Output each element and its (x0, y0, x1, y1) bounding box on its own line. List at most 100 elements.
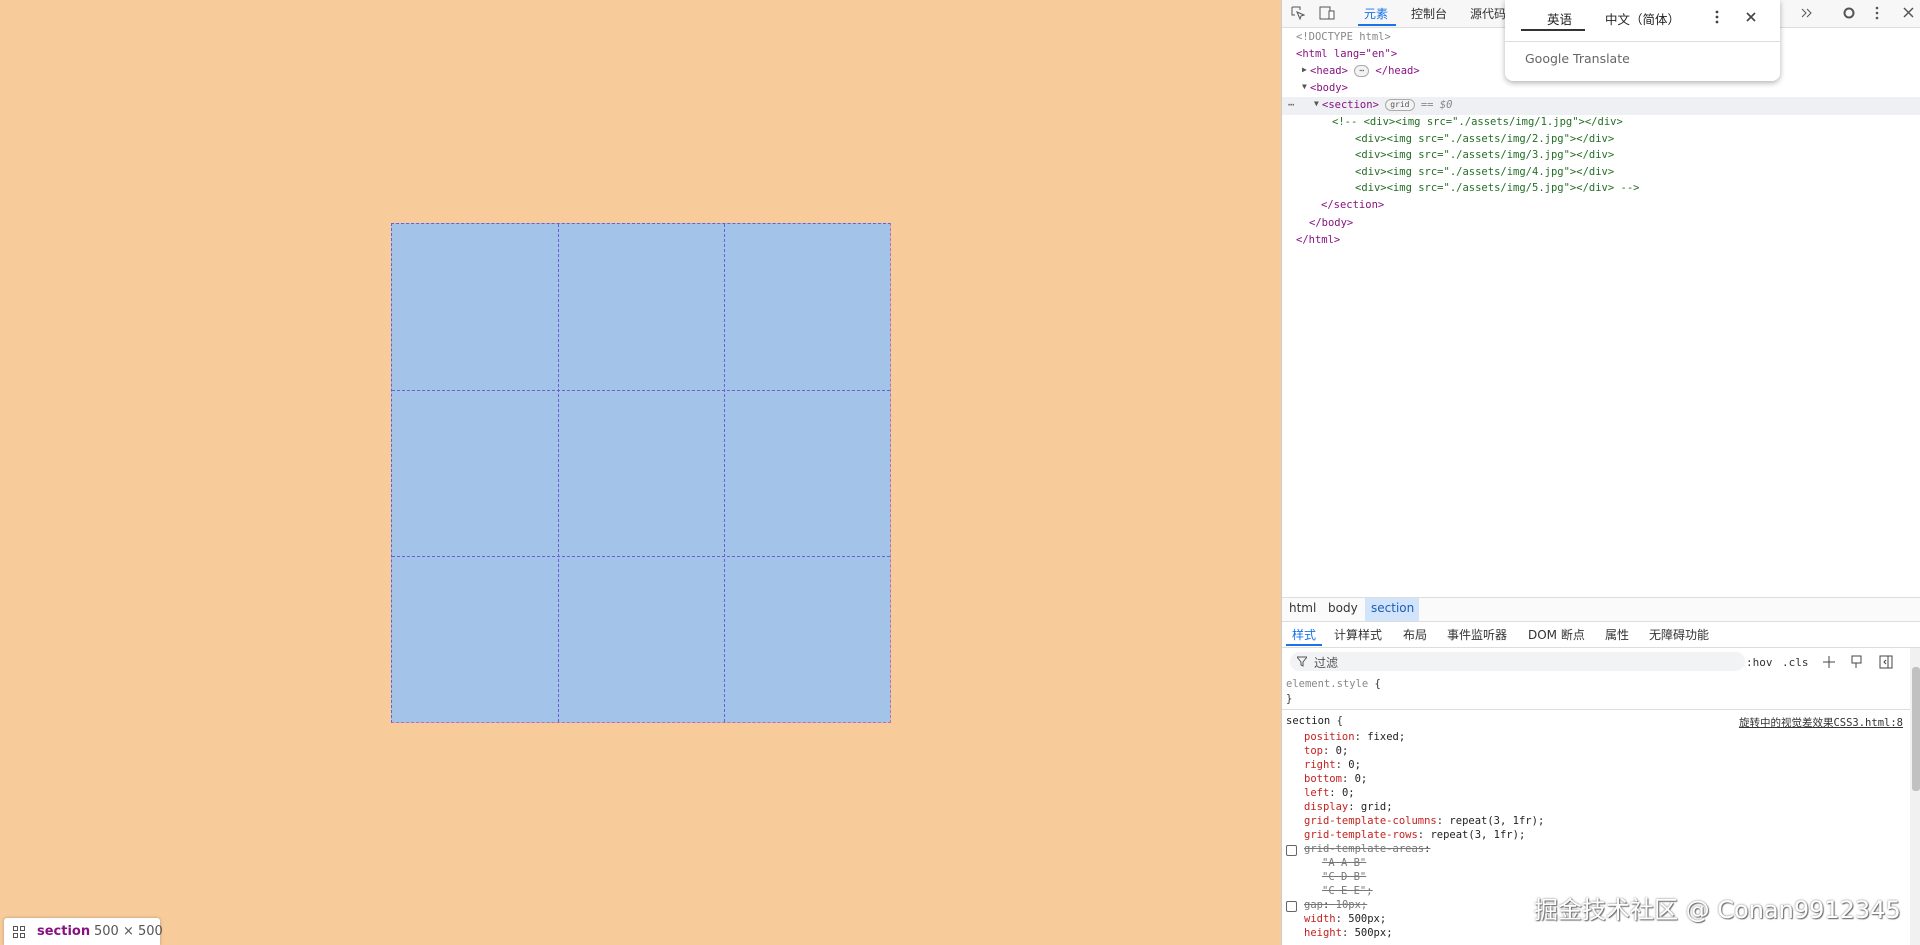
grid-line (392, 556, 890, 557)
declaration: grid-template-columns repeat(3, 1fr) (1304, 815, 1544, 827)
dom-badge[interactable]: ⋯ (1354, 65, 1370, 77)
declaration: width 500px (1304, 913, 1386, 925)
grid-line (392, 390, 890, 391)
more-button[interactable]: ⋯ (1288, 99, 1295, 111)
property-value: repeat(3, 1fr) (1430, 829, 1525, 841)
tab[interactable]: 控制台 (1411, 7, 1448, 21)
checkbox[interactable] (1286, 901, 1297, 912)
inspect-icon[interactable] (1291, 6, 1305, 20)
declaration: height 500px (1304, 927, 1393, 939)
expand-arrow[interactable]: ▼ (1302, 82, 1307, 91)
style-tab[interactable]: 布局 (1403, 628, 1428, 642)
property-name: width (1304, 913, 1342, 925)
declaration: right 0 (1304, 759, 1361, 771)
tab[interactable]: 源代码 (1470, 7, 1507, 21)
property-name: bottom (1304, 773, 1348, 785)
dom-line[interactable]: <body> (1310, 82, 1348, 94)
breadcrumb[interactable]: section (1371, 601, 1415, 615)
dom-line[interactable]: <section> grid == $0 (1322, 99, 1452, 111)
device-icon[interactable] (1319, 6, 1335, 20)
breadcrumb[interactable]: body (1328, 601, 1358, 615)
breadcrumb[interactable]: html (1289, 601, 1317, 615)
tooltip-size: 500 × 500 (94, 924, 163, 939)
property-name: grid-template-columns (1304, 815, 1443, 827)
property-value: 500px (1355, 927, 1393, 939)
scrollbar-thumb[interactable] (1912, 667, 1920, 791)
tab-indicator (1286, 644, 1322, 646)
tab-indicator (1521, 29, 1585, 31)
dom-line[interactable]: </body> (1309, 217, 1354, 229)
property-value: 0 (1336, 745, 1349, 757)
dom-line[interactable]: <div><img src="./assets/img/5.jpg"></div… (1355, 182, 1640, 194)
filter-box[interactable] (1290, 652, 1745, 671)
expand-arrow[interactable]: ▶ (1302, 65, 1307, 74)
dom-line[interactable]: <div><img src="./assets/img/2.jpg"></div… (1355, 133, 1615, 145)
dom-badge[interactable]: grid (1385, 99, 1415, 111)
style-tab[interactable]: 事件监听器 (1447, 628, 1508, 642)
property-value: 10px (1336, 899, 1368, 911)
checkbox[interactable] (1286, 845, 1297, 856)
watermark: 掘金技术社区 @ Conan9912345 (1534, 896, 1901, 924)
dom-line[interactable]: <div><img src="./assets/img/4.jpg"></div… (1355, 166, 1615, 178)
property-name: gap (1304, 899, 1329, 911)
language-tab[interactable]: 中文（简体） (1605, 12, 1681, 27)
dom-line[interactable]: </section> (1321, 199, 1385, 211)
style-tab[interactable]: 属性 (1605, 628, 1630, 642)
dom-line[interactable]: <!-- <div><img src="./assets/img/1.jpg">… (1332, 116, 1623, 128)
translate-popup: 英语 中文（简体） Google Translate (1505, 0, 1780, 81)
hov-button[interactable]: :hov (1746, 656, 1773, 669)
dom-line[interactable]: <html lang="en"> (1296, 48, 1398, 60)
separator (1505, 41, 1780, 42)
property-name: grid-template-areas (1304, 843, 1430, 855)
dom-line[interactable]: </html> (1296, 234, 1341, 246)
style-tabbar (1282, 621, 1920, 648)
declaration: top 0 (1304, 745, 1348, 757)
dom-line[interactable]: <!DOCTYPE html> (1296, 31, 1391, 43)
source-link[interactable]: 旋转中的视觉差效果CSS3.html:8 (1738, 717, 1903, 729)
dom-ref: == $0 (1420, 99, 1453, 111)
property-value: "C D B" (1322, 871, 1367, 883)
declaration-value-line: "C D B" (1322, 871, 1366, 883)
property-name: top (1304, 745, 1329, 757)
grid-line (724, 224, 725, 722)
property-name: left (1304, 787, 1336, 799)
tab[interactable]: 元素 (1364, 7, 1389, 21)
declaration-value-line: "C E E" (1322, 885, 1373, 897)
expand-arrow[interactable]: ▼ (1314, 99, 1319, 108)
dom-tag: </head> (1375, 65, 1420, 77)
declaration: grid-template-areas (1304, 843, 1430, 855)
property-value: repeat(3, 1fr) (1449, 815, 1544, 827)
declaration: gap 10px (1304, 899, 1367, 911)
property-value: "C E E" (1322, 885, 1373, 897)
toolbar-icons[interactable] (1800, 6, 1920, 20)
language-tab[interactable]: 英语 (1547, 12, 1573, 27)
property-value: 500px (1348, 913, 1386, 925)
filter-placeholder[interactable]: 过滤 (1314, 656, 1339, 670)
grid-icon (13, 926, 25, 938)
selected-row (1282, 97, 1920, 115)
cls-button[interactable]: .cls (1782, 656, 1809, 669)
popup-icons[interactable] (1713, 9, 1773, 25)
dom-line[interactable]: <div><img src="./assets/img/3.jpg"></div… (1355, 149, 1615, 161)
style-tab[interactable]: DOM 断点 (1528, 628, 1585, 642)
property-value: 0 (1342, 787, 1355, 799)
style-icons[interactable] (1823, 654, 1913, 670)
style-tab[interactable]: 样式 (1292, 628, 1317, 642)
property-name: height (1304, 927, 1348, 939)
brace: } (1286, 693, 1293, 705)
style-tab[interactable]: 无障碍功能 (1649, 628, 1710, 642)
devtools: 元素 控制台 源代码 <!DOCTYPE html> <html lang="e… (1281, 0, 1920, 945)
dom-line[interactable]: <head> ⋯ </head> (1310, 65, 1420, 77)
style-tab[interactable]: 计算样式 (1334, 628, 1383, 642)
brand: Google Translate (1525, 51, 1630, 66)
element-style: element.style (1286, 678, 1381, 690)
dom-tag: <head> (1310, 65, 1348, 77)
breadcrumb-highlight (1365, 598, 1419, 621)
grid-overlay (391, 223, 891, 723)
property-value: 0 (1348, 759, 1361, 771)
tab-indicator (1358, 24, 1396, 26)
property-name: display (1304, 801, 1355, 813)
property-name: right (1304, 759, 1342, 771)
declaration: grid-template-rows repeat(3, 1fr) (1304, 829, 1525, 841)
property-name: grid-template-rows (1304, 829, 1424, 841)
